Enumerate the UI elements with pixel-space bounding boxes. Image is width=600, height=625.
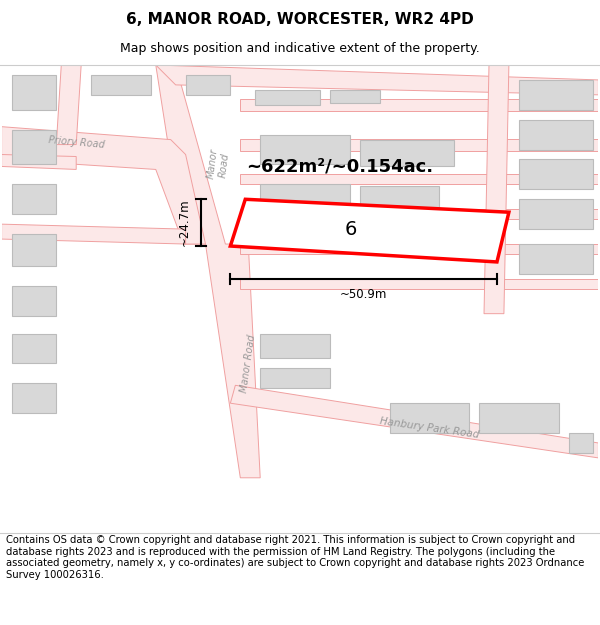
Polygon shape bbox=[519, 120, 593, 149]
Text: Manor
Road: Manor Road bbox=[206, 148, 231, 181]
Text: Contains OS data © Crown copyright and database right 2021. This information is : Contains OS data © Crown copyright and d… bbox=[6, 535, 584, 580]
Polygon shape bbox=[156, 65, 598, 95]
Polygon shape bbox=[519, 244, 593, 274]
Polygon shape bbox=[91, 75, 151, 95]
Polygon shape bbox=[241, 174, 598, 184]
Polygon shape bbox=[359, 139, 454, 166]
Text: 6: 6 bbox=[344, 221, 356, 239]
Polygon shape bbox=[241, 99, 598, 111]
Polygon shape bbox=[389, 403, 469, 433]
Polygon shape bbox=[241, 244, 598, 254]
Polygon shape bbox=[11, 383, 56, 413]
Polygon shape bbox=[484, 65, 509, 314]
Text: Priory Road: Priory Road bbox=[47, 135, 105, 150]
Polygon shape bbox=[156, 65, 260, 478]
Polygon shape bbox=[2, 154, 76, 169]
Polygon shape bbox=[11, 234, 56, 266]
Polygon shape bbox=[185, 75, 230, 95]
Polygon shape bbox=[230, 199, 509, 262]
Polygon shape bbox=[11, 184, 56, 214]
Polygon shape bbox=[260, 334, 330, 358]
Text: 6, MANOR ROAD, WORCESTER, WR2 4PD: 6, MANOR ROAD, WORCESTER, WR2 4PD bbox=[126, 12, 474, 27]
Text: Manor Road: Manor Road bbox=[239, 334, 257, 393]
Text: ~24.7m: ~24.7m bbox=[178, 199, 191, 246]
Text: ~622m²/~0.154ac.: ~622m²/~0.154ac. bbox=[246, 158, 433, 176]
Polygon shape bbox=[569, 433, 593, 453]
Text: Hanbury Park Road: Hanbury Park Road bbox=[379, 416, 480, 440]
Polygon shape bbox=[359, 186, 439, 213]
Polygon shape bbox=[519, 80, 593, 110]
Polygon shape bbox=[330, 90, 380, 103]
Polygon shape bbox=[260, 368, 330, 388]
Text: ~50.9m: ~50.9m bbox=[340, 288, 388, 301]
Polygon shape bbox=[255, 90, 320, 105]
Polygon shape bbox=[260, 184, 350, 209]
Polygon shape bbox=[260, 134, 350, 164]
Polygon shape bbox=[56, 65, 81, 144]
Polygon shape bbox=[11, 129, 56, 164]
Polygon shape bbox=[519, 159, 593, 189]
Text: Map shows position and indicative extent of the property.: Map shows position and indicative extent… bbox=[120, 42, 480, 55]
Polygon shape bbox=[241, 209, 598, 219]
Polygon shape bbox=[241, 279, 598, 289]
Polygon shape bbox=[230, 385, 598, 458]
Polygon shape bbox=[2, 224, 185, 244]
Polygon shape bbox=[479, 403, 559, 433]
Polygon shape bbox=[241, 139, 598, 151]
Polygon shape bbox=[11, 75, 56, 110]
Polygon shape bbox=[11, 334, 56, 363]
Polygon shape bbox=[11, 286, 56, 316]
Polygon shape bbox=[519, 199, 593, 229]
Polygon shape bbox=[2, 127, 206, 244]
